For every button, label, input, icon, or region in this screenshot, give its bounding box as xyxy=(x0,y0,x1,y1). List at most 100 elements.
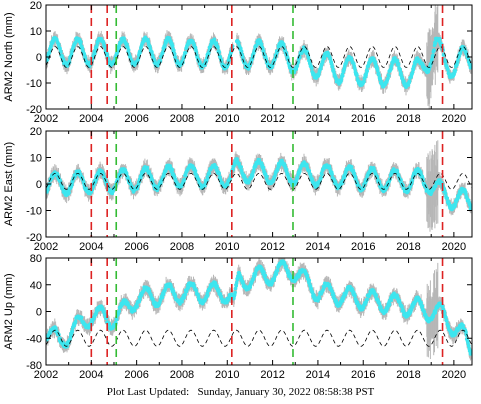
data-point xyxy=(116,49,120,54)
data-point xyxy=(411,67,416,72)
data-point xyxy=(322,56,327,60)
data-point xyxy=(163,44,167,49)
data-point xyxy=(204,58,209,63)
data-point xyxy=(79,40,83,44)
data-point xyxy=(138,49,143,54)
error-bars xyxy=(46,258,472,361)
data-point xyxy=(227,58,231,63)
data-point xyxy=(319,175,323,180)
data-point xyxy=(239,46,243,51)
data-point xyxy=(239,49,244,54)
data-point xyxy=(259,42,264,46)
x-tick-label: 2012 xyxy=(260,113,284,125)
data-point xyxy=(443,191,448,195)
data-point xyxy=(265,174,269,179)
y-tick-label: -20 xyxy=(26,104,42,116)
data-point xyxy=(430,57,434,61)
data-point xyxy=(328,57,333,61)
y-axis-label: ARM2 East (mm) xyxy=(3,142,15,226)
data-point xyxy=(158,58,163,63)
data-point xyxy=(94,177,99,181)
data-point xyxy=(235,157,239,161)
data-point xyxy=(361,186,366,191)
north-panel: -20 -10 0 10 20 2002 2004 2006 2008 2010 2012 2014 2… xyxy=(3,0,473,125)
data-point xyxy=(46,187,50,192)
data-point xyxy=(459,190,463,195)
data-point xyxy=(453,203,458,207)
data-point xyxy=(321,60,325,64)
data-point xyxy=(407,79,412,83)
data-point xyxy=(212,37,217,42)
data-point xyxy=(48,48,53,52)
data-point xyxy=(399,178,403,182)
x-tick-label: 2010 xyxy=(215,113,239,125)
data-point xyxy=(172,48,176,53)
data-point xyxy=(330,172,334,176)
data-point xyxy=(330,65,335,69)
data-point xyxy=(329,62,334,66)
data-point xyxy=(445,196,450,200)
data-point xyxy=(214,165,219,170)
data-point xyxy=(103,45,107,49)
data-point xyxy=(296,60,301,64)
y-tick-label: 0 xyxy=(36,179,42,191)
data-point xyxy=(236,40,241,45)
x-tick-label: 2008 xyxy=(170,113,194,125)
data-point xyxy=(214,41,219,45)
data-point xyxy=(83,55,88,60)
y-tick-label: -10 xyxy=(26,78,42,90)
data-point xyxy=(270,63,275,68)
data-point xyxy=(456,59,460,63)
x-tick-label: 2018 xyxy=(396,241,420,253)
data-point xyxy=(170,168,175,172)
data-point xyxy=(67,190,71,195)
x-tick-label: 2002 xyxy=(34,113,58,125)
y-tick-label: 20 xyxy=(30,0,42,12)
data-point xyxy=(353,67,357,71)
x-tick-label: 2004 xyxy=(79,241,103,253)
data-point xyxy=(57,43,61,47)
data-point xyxy=(150,178,155,183)
x-tick-label: 2016 xyxy=(351,113,375,125)
error-bars xyxy=(46,5,472,109)
data-point xyxy=(433,41,438,46)
data-point xyxy=(373,60,378,64)
data-point xyxy=(124,171,129,175)
data-point xyxy=(170,44,175,48)
data-point xyxy=(261,49,266,53)
data-point xyxy=(432,48,436,52)
data-point xyxy=(349,165,354,169)
data-point xyxy=(250,173,255,177)
data-point xyxy=(217,172,221,176)
data-point xyxy=(239,165,243,169)
data-point xyxy=(386,76,390,81)
data-point xyxy=(93,49,97,53)
data-point xyxy=(168,164,172,168)
data-point xyxy=(67,60,72,64)
data-point xyxy=(117,44,121,49)
y-tick-label: 20 xyxy=(30,126,42,138)
plot-area xyxy=(46,258,472,365)
data-point xyxy=(252,168,256,172)
data-point xyxy=(122,36,126,40)
data-point xyxy=(446,68,450,72)
data-point xyxy=(136,56,141,61)
data-point xyxy=(402,79,406,84)
x-tick-label: 2004 xyxy=(79,113,103,125)
data-point xyxy=(193,169,198,173)
x-tick-label: 2006 xyxy=(124,241,148,253)
data-point xyxy=(125,42,129,47)
data-point xyxy=(389,64,394,68)
data-point xyxy=(365,69,370,73)
data-point xyxy=(320,172,324,177)
data-point xyxy=(395,169,400,173)
data-point xyxy=(355,73,359,78)
data-point xyxy=(395,59,400,63)
data-point xyxy=(396,62,401,66)
data-point xyxy=(339,77,344,81)
data-point xyxy=(182,177,187,182)
x-tick-label: 2014 xyxy=(306,241,330,253)
data-point xyxy=(77,169,82,173)
